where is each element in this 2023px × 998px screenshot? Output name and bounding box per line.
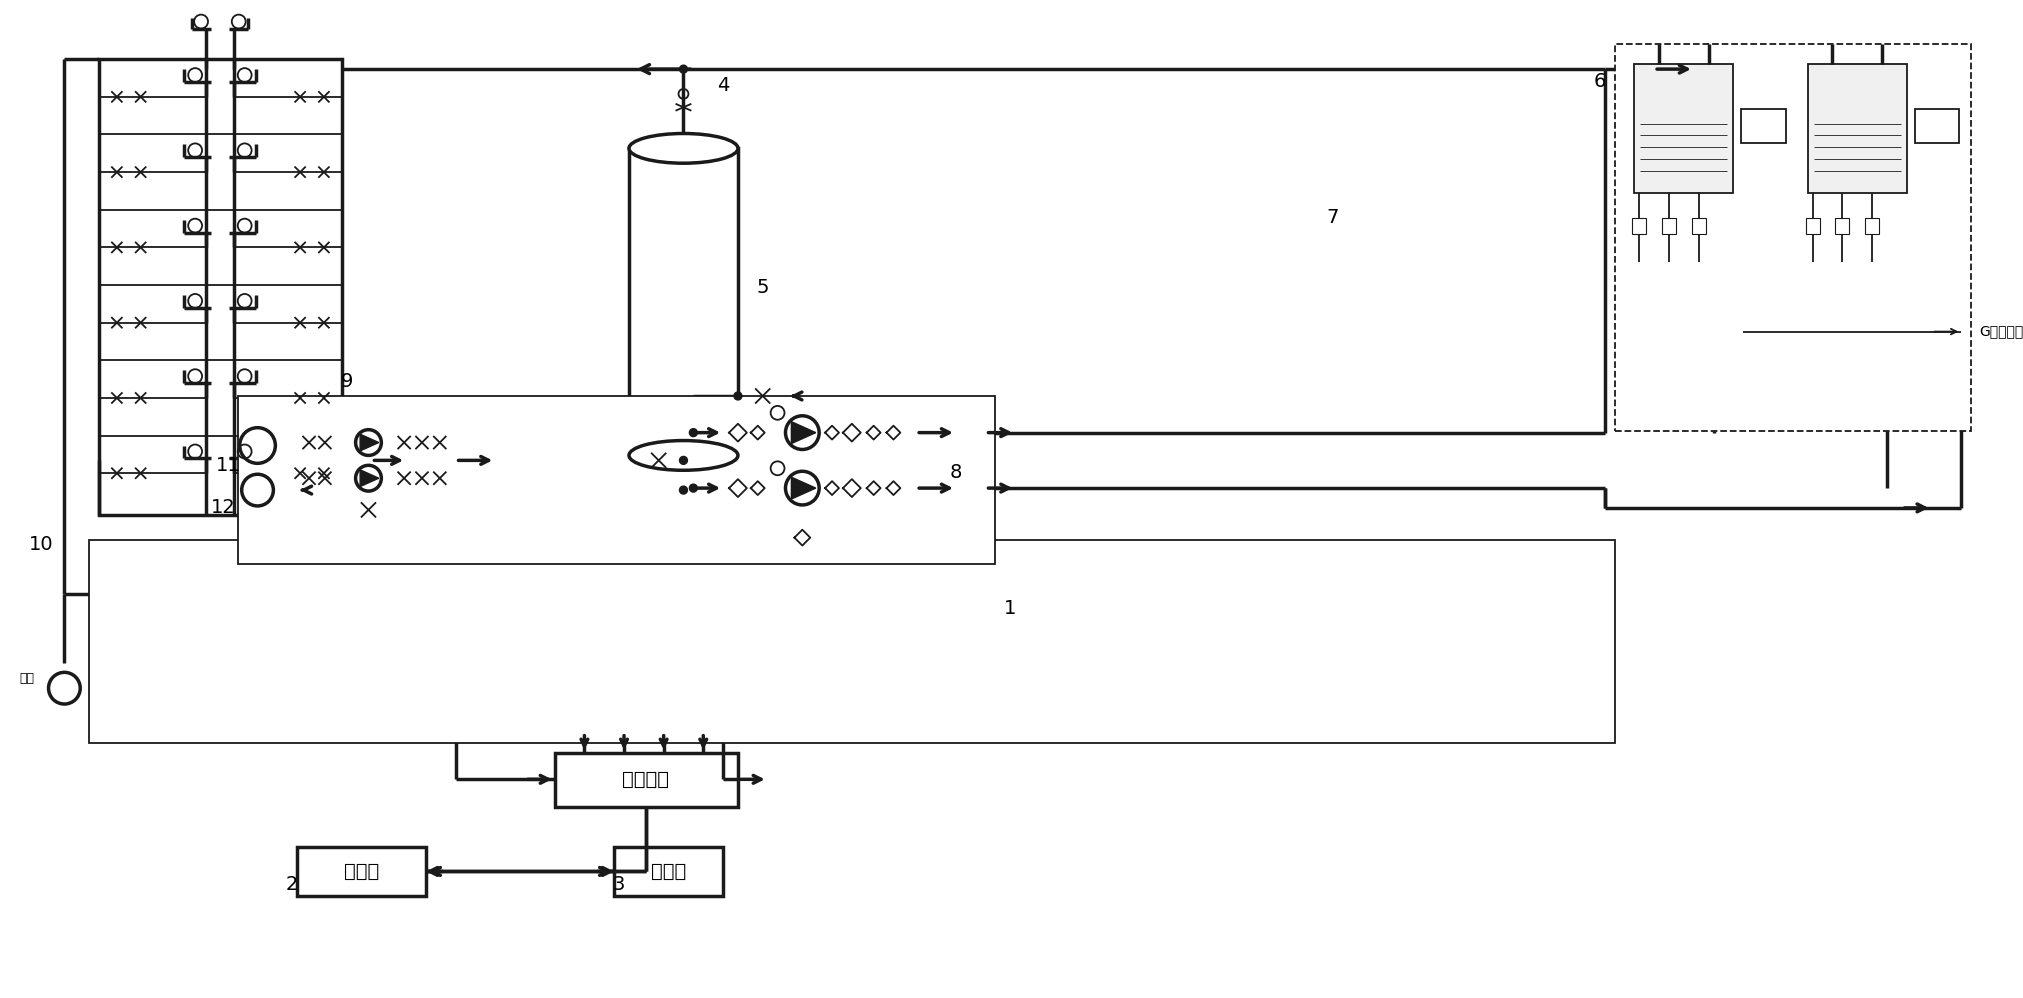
Text: 10: 10 xyxy=(28,535,55,554)
Bar xyxy=(297,846,425,896)
Circle shape xyxy=(690,484,698,492)
Bar xyxy=(1633,218,1645,234)
Text: 4: 4 xyxy=(716,77,728,96)
Polygon shape xyxy=(360,434,378,451)
Text: 9: 9 xyxy=(340,371,352,390)
Bar xyxy=(275,480,305,500)
Text: 2: 2 xyxy=(285,875,297,894)
Text: 控制模块: 控制模块 xyxy=(621,769,670,788)
Bar xyxy=(89,540,1614,743)
Bar xyxy=(722,401,916,530)
Bar xyxy=(1807,64,1906,193)
Circle shape xyxy=(680,456,688,464)
Text: 12: 12 xyxy=(210,498,235,517)
Ellipse shape xyxy=(629,440,738,470)
Bar xyxy=(1914,109,1958,144)
Text: 电脑端: 电脑端 xyxy=(651,862,686,881)
Bar xyxy=(297,421,455,500)
Polygon shape xyxy=(791,422,815,443)
Text: 11: 11 xyxy=(214,456,241,475)
Bar xyxy=(1614,44,1970,431)
Bar xyxy=(1740,109,1784,144)
Bar xyxy=(1835,218,1849,234)
Polygon shape xyxy=(360,470,378,487)
Polygon shape xyxy=(791,477,815,499)
Bar xyxy=(99,59,342,515)
Bar xyxy=(613,846,722,896)
Bar xyxy=(237,396,995,565)
Bar xyxy=(1661,218,1675,234)
Ellipse shape xyxy=(629,134,738,164)
Text: 6: 6 xyxy=(1592,73,1604,92)
Bar xyxy=(629,149,738,455)
Circle shape xyxy=(734,392,742,400)
Text: 手机端: 手机端 xyxy=(344,862,378,881)
Text: 7: 7 xyxy=(1325,209,1337,228)
Bar xyxy=(1633,64,1732,193)
Bar xyxy=(1865,218,1877,234)
Text: 补水: 补水 xyxy=(20,672,34,685)
Text: 3: 3 xyxy=(613,875,625,894)
Circle shape xyxy=(680,486,688,494)
Text: 5: 5 xyxy=(757,277,769,296)
Bar xyxy=(554,752,738,807)
Circle shape xyxy=(690,429,698,436)
Bar xyxy=(1805,218,1819,234)
Circle shape xyxy=(680,65,688,73)
Bar xyxy=(1691,218,1705,234)
Text: 8: 8 xyxy=(949,463,961,482)
Text: 1: 1 xyxy=(1003,600,1016,619)
Text: G（燃气）: G（燃气） xyxy=(1978,324,2023,338)
